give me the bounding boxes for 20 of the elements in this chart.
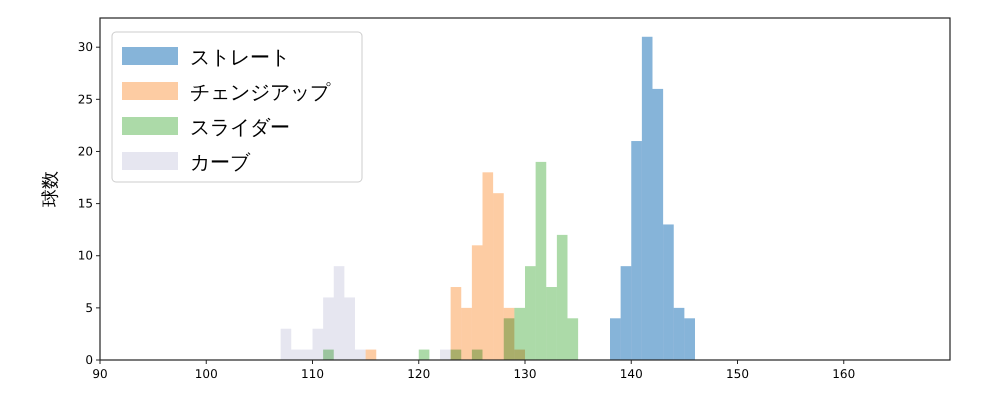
x-tick-label: 100 [194, 367, 218, 381]
y-axis-title: 球数 [40, 171, 61, 207]
y-tick-label: 10 [78, 248, 93, 263]
x-tick-label: 120 [407, 367, 430, 381]
x-tick-label: 140 [620, 367, 643, 381]
x-tick-label: 110 [301, 367, 324, 381]
legend-label: チェンジアップ [190, 80, 331, 104]
legend-label: スライダー [190, 115, 290, 139]
legend-label: カーブ [190, 150, 251, 174]
y-tick-label: 25 [78, 92, 93, 106]
y-tick-label: 5 [85, 300, 93, 315]
x-tick-label: 130 [514, 367, 536, 381]
x-tick-label: 150 [726, 367, 749, 381]
y-tick-label: 20 [78, 144, 93, 158]
legend-label: ストレート [190, 45, 290, 69]
x-tick-label: 160 [832, 367, 856, 381]
x-tick-label: 90 [92, 367, 108, 381]
y-tick-label: 15 [78, 196, 93, 211]
y-tick-label: 0 [85, 353, 93, 367]
y-tick-label: 30 [78, 40, 93, 54]
